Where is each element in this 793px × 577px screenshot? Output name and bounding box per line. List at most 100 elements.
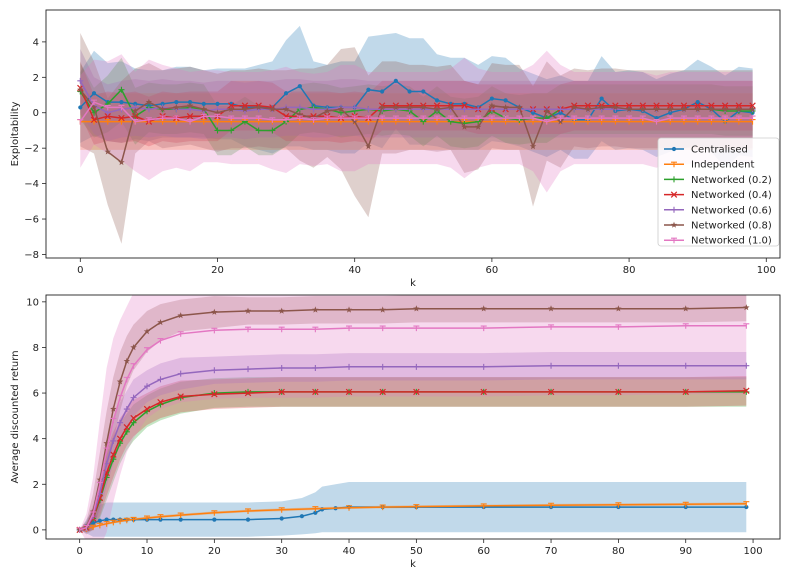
point-networked-0-8 [104, 148, 111, 155]
point-networked-0-8 [625, 105, 633, 112]
line-centralised [79, 79, 753, 123]
point-networked-0-4 [104, 113, 111, 120]
point-networked-1-0 [130, 363, 137, 369]
point-networked-0-8 [269, 105, 276, 112]
y-tick-label: 2 [33, 73, 39, 84]
point-networked-1-0 [90, 511, 97, 517]
point-networked-0-2 [255, 127, 262, 134]
return-panel: 0 10 20 30 40 50 60 70 80 90 100 0 2 4 6 8 10 k Average di… [10, 294, 781, 570]
point-networked-0-4 [735, 102, 743, 109]
point-networked-0-8 [77, 86, 84, 93]
point-networked-1-0 [667, 115, 674, 122]
point-networked-1-0 [177, 331, 184, 337]
point-networked-1-0 [516, 115, 523, 122]
point-centralised [530, 110, 536, 115]
point-independent [548, 502, 555, 509]
point-networked-1-0 [157, 338, 164, 344]
point-networked-1-0 [351, 115, 358, 122]
point-networked-1-0 [211, 327, 218, 334]
y-axis-label: Exploitability [10, 102, 21, 167]
point-networked-0-6 [312, 364, 319, 371]
point-centralised [160, 101, 165, 106]
point-networked-0-6 [461, 106, 468, 113]
point-networked-1-0 [296, 115, 303, 122]
point-networked-0-6 [177, 370, 184, 377]
points-networked-1-0 [77, 99, 756, 125]
point-independent [413, 504, 420, 510]
point-networked-0-2 [245, 388, 252, 395]
point-centralised [380, 89, 385, 94]
x-axis-label: k [410, 559, 416, 570]
point-networked-1-0 [530, 115, 537, 122]
point-networked-0-8 [749, 105, 756, 112]
point-networked-0-8 [324, 107, 331, 114]
point-centralised [133, 101, 138, 106]
point-networked-0-2 [118, 86, 125, 93]
point-networked-0-8 [143, 328, 151, 335]
point-networked-1-0 [480, 325, 487, 332]
point-centralised [668, 110, 673, 115]
legend-marker [671, 161, 677, 168]
x-tick-label: 100 [744, 546, 763, 557]
point-networked-0-8 [131, 107, 139, 114]
point-networked-0-4 [177, 393, 184, 400]
point-networked-1-0 [682, 323, 689, 329]
line-networked-1-0 [79, 325, 747, 531]
x-tick-label: 10 [141, 546, 154, 557]
plot-area [76, 295, 750, 539]
point-networked-0-6 [211, 367, 218, 374]
point-networked-0-6 [548, 362, 555, 369]
point-networked-0-4 [749, 102, 756, 109]
point-networked-1-0 [434, 115, 441, 122]
legend-label: Networked (0.8) [691, 221, 772, 232]
legend-label: Networked (0.4) [691, 190, 772, 201]
points-networked-1-0 [76, 323, 750, 533]
line-independent [79, 502, 747, 531]
point-networked-0-6 [351, 104, 358, 111]
point-networked-0-6 [278, 364, 285, 371]
point-networked-1-0 [598, 115, 605, 122]
point-networked-0-8 [557, 118, 564, 125]
point-networked-1-0 [502, 115, 509, 122]
point-networked-1-0 [110, 417, 117, 424]
y-tick-label: 4 [33, 434, 39, 445]
point-networked-0-4 [345, 388, 353, 396]
point-independent [96, 522, 103, 529]
point-networked-0-6 [615, 362, 622, 369]
point-networked-0-8 [615, 305, 622, 312]
point-networked-1-0 [406, 115, 413, 122]
points-networked-0-8 [76, 304, 750, 533]
point-networked-1-0 [743, 323, 750, 329]
point-centralised [245, 517, 251, 522]
legend-marker [671, 206, 677, 213]
point-networked-1-0 [173, 115, 180, 122]
point-networked-1-0 [200, 113, 207, 120]
point-networked-0-8 [571, 104, 578, 111]
point-networked-0-8 [480, 305, 487, 312]
point-networked-1-0 [117, 395, 124, 401]
point-networked-0-8 [502, 104, 509, 111]
point-networked-0-8 [378, 104, 386, 111]
point-centralised [283, 91, 289, 96]
point-networked-0-8 [447, 104, 454, 111]
point-networked-0-8 [680, 105, 688, 112]
y-tick-label: 4 [33, 37, 39, 48]
point-networked-0-4 [682, 388, 689, 396]
legend-marker [671, 176, 677, 183]
point-networked-0-6 [77, 77, 84, 84]
point-independent [200, 119, 207, 125]
line-networked-0-6 [79, 364, 747, 531]
point-networked-0-6 [743, 362, 750, 369]
point-networked-0-4 [227, 102, 235, 109]
point-independent [104, 119, 111, 125]
point-networked-0-8 [379, 306, 386, 313]
point-centralised [279, 516, 284, 521]
point-independent [278, 507, 285, 513]
y-tick-label: 8 [33, 343, 39, 354]
y-tick-label: 10 [26, 297, 39, 308]
point-networked-0-4 [130, 414, 137, 422]
point-networked-0-8 [130, 344, 137, 351]
point-networked-0-4 [143, 405, 151, 413]
point-networked-0-8 [682, 305, 689, 312]
point-networked-1-0 [214, 113, 221, 120]
